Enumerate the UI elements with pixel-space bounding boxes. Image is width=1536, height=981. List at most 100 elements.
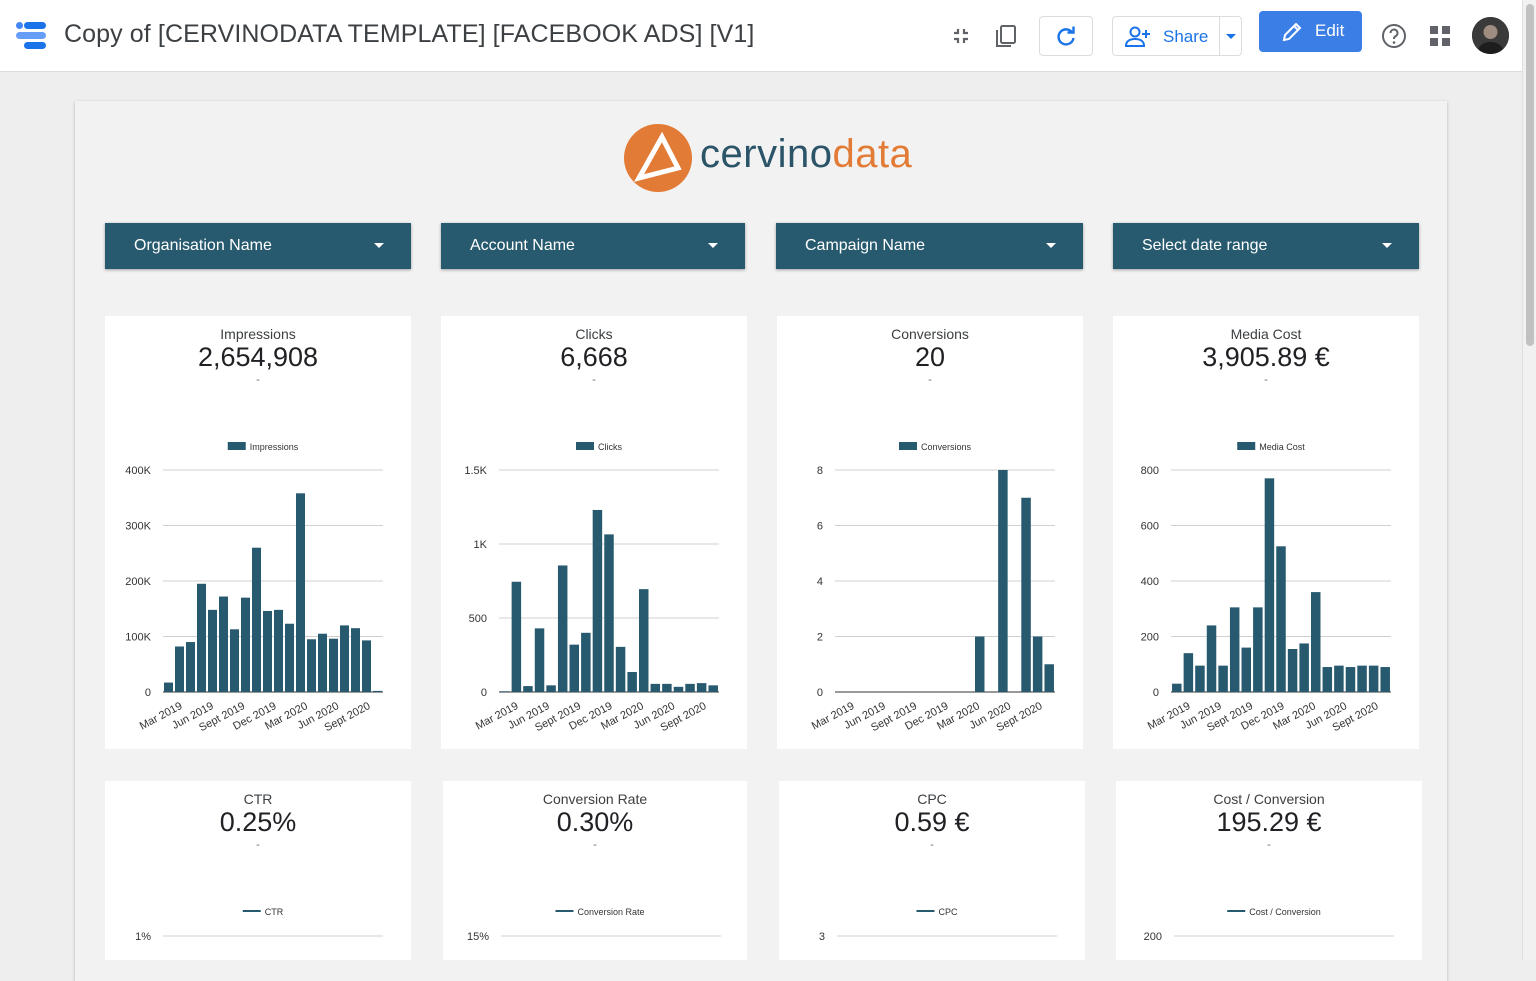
scrollbar-thumb[interactable] [1526,4,1534,346]
user-avatar[interactable] [1472,17,1509,54]
bar [174,646,185,692]
chart-line[interactable]: CPC 3 [779,781,1085,960]
edit-button[interactable]: Edit [1259,11,1362,52]
bar [500,691,510,692]
report-title[interactable]: Copy of [CERVINODATA TEMPLATE] [FACEBOOK… [64,20,755,48]
chart-line[interactable]: Conversion Rate 15% [443,781,747,960]
y-tick-label: 0 [1153,687,1159,699]
y-tick-label: 200K [125,576,151,588]
filter-label: Organisation Name [134,237,272,254]
y-tick-label: 1.5K [464,465,487,477]
filter-label: Select date range [1142,237,1268,254]
y-tick-label: 200 [1144,931,1162,943]
bar [685,683,695,692]
metric-label: CTR [243,791,273,807]
metric-delta: - [256,374,260,386]
filter-account-name[interactable]: Account Name [441,223,745,269]
scorecard-cpc[interactable]: CPC 0.59 € - CPC 3 [779,781,1085,960]
legend-swatch [898,442,917,450]
scorecard-media-cost[interactable]: Media Cost 3,905.89 € - Media Cost 0 200 40… [1113,316,1419,749]
scorecard-conversions[interactable]: Conversions 20 - Conversions 0 2 4 6 8 Mar 201… [777,316,1083,749]
scorecard-ctr[interactable]: CTR 0.25% - CTR 1% [105,781,411,960]
y-tick-label: 0 [481,687,487,699]
chevron-down-icon [1046,243,1056,248]
bar [1345,667,1356,692]
y-tick-label: 4 [817,576,823,588]
bar [708,685,718,692]
metric-delta: - [930,839,934,851]
filter-campaign-name[interactable]: Campaign Name [776,223,1083,269]
y-tick-label: 400K [125,465,151,477]
bar [1241,647,1252,692]
scorecard-impressions[interactable]: Impressions 2,654,908 - Impressions 0 100K… [105,316,411,749]
bar [1276,546,1286,692]
legend-label: Clicks [598,442,622,452]
bar [328,638,339,692]
bar [1334,665,1344,692]
y-tick-label: 8 [817,465,823,477]
scorecard-cost-per-conversion[interactable]: Cost / Conversion 195.29 € - Cost / Conv… [1116,781,1422,960]
chart-line[interactable]: CTR 1% [105,781,411,960]
filter-label: Account Name [470,237,575,254]
metric-delta: - [928,374,932,386]
y-tick-label: 0 [145,687,151,699]
help-icon[interactable] [1380,22,1408,50]
apps-grid-icon[interactable] [1426,22,1454,50]
scorecard-clicks[interactable]: Clicks 6,668 - Clicks 0 500 1K 1.5K Mar 2019 J… [441,316,747,749]
bar [523,686,533,692]
dropdown-arrow-icon[interactable] [1225,33,1237,41]
share-label: Share [1163,27,1209,46]
legend-label: CPC [938,907,958,917]
bar [196,583,207,692]
y-tick-label: 500 [469,613,487,625]
share-button[interactable]: Share [1112,16,1242,56]
filter-label: Campaign Name [805,237,926,254]
legend-label: Cost / Conversion [1249,907,1321,917]
scorecard-conversion-rate[interactable]: Conversion Rate 0.30% - Conversion Rate 1… [443,781,747,960]
bar [262,610,273,692]
metric-label: Conversion Rate [542,791,648,807]
y-tick-label: 400 [1141,576,1159,588]
bar [317,633,328,692]
page-scrollbar[interactable] [1522,0,1536,960]
y-tick-label: 6 [817,521,823,533]
share-divider [1219,17,1220,55]
metric-value: 0.25% [219,807,297,837]
bar [273,609,284,692]
bar [284,623,295,692]
bar [638,589,649,692]
metric-delta: - [1264,374,1268,386]
metric-delta: - [593,839,597,851]
legend-label: Media Cost [1259,442,1305,452]
fullscreen-exit-icon[interactable] [947,22,975,50]
legend-swatch [227,442,246,450]
metric-delta: - [1267,839,1271,851]
data-studio-logo[interactable] [14,20,50,52]
filter-organisation-name[interactable]: Organisation Name [105,223,411,269]
refresh-button[interactable] [1039,16,1093,56]
metric-label: CPC [917,791,947,807]
y-tick-label: 15% [467,931,489,943]
metric-label: Cost / Conversion [1213,791,1325,807]
y-tick-label: 800 [1141,465,1159,477]
bar [1183,653,1194,692]
bar [569,644,580,692]
top-bar: Copy of [CERVINODATA TEMPLATE] [FACEBOOK… [0,0,1536,72]
bar [673,686,684,692]
bar [615,646,626,692]
bar [1229,607,1240,692]
bar [511,581,522,692]
chart-line[interactable]: Cost / Conversion 200 [1116,781,1422,960]
bar [974,636,985,692]
bar [229,629,240,692]
metric-label: Impressions [220,326,296,342]
copy-icon[interactable] [992,22,1020,50]
bar [662,683,672,692]
filter-date-range[interactable]: Select date range [1113,223,1419,269]
pencil-icon [1282,22,1302,42]
metric-label: Clicks [575,326,613,342]
